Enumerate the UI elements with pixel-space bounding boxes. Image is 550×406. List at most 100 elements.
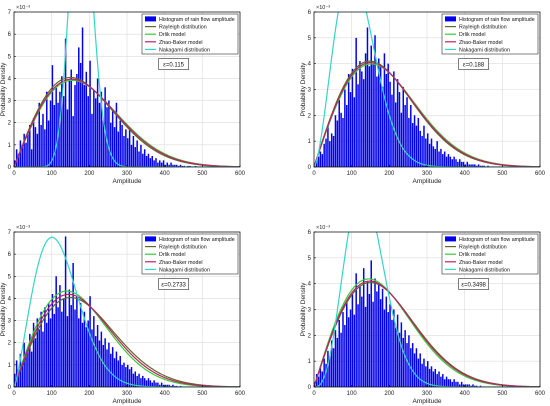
x-tick-label: 0 <box>312 171 316 177</box>
x-tick-label: 0 <box>312 391 316 397</box>
histogram-bar <box>457 381 459 387</box>
legend-entry-label: Rayleigh distribution <box>159 245 207 251</box>
histogram-bar <box>398 332 401 387</box>
histogram-bar <box>329 141 331 167</box>
annotation-box <box>458 278 489 290</box>
y-axis-label: Probability Density <box>0 282 7 337</box>
histogram-bar <box>470 164 472 167</box>
histogram-bar <box>442 374 444 387</box>
histogram-bar <box>372 63 374 167</box>
y-tick-label: 0 <box>8 165 12 171</box>
histogram-bar <box>406 343 408 387</box>
histogram-bar <box>147 153 150 167</box>
histogram-bar <box>477 164 480 167</box>
histogram-bar <box>464 384 467 387</box>
histogram-bar <box>159 384 161 387</box>
histogram-bar <box>353 314 356 387</box>
histogram-bar <box>447 379 450 387</box>
histogram-bar <box>160 162 163 167</box>
histogram-bar <box>362 268 365 387</box>
histogram-bar <box>376 291 378 387</box>
legend-box <box>441 13 539 55</box>
x-tick-label: 200 <box>384 391 395 397</box>
histogram-bar <box>376 76 378 167</box>
histogram-bar <box>361 296 363 387</box>
histogram-bar <box>61 76 63 167</box>
histogram-bar <box>29 124 31 167</box>
histogram-bar <box>87 320 89 387</box>
histogram-bar <box>432 146 435 167</box>
histogram-bar <box>53 105 56 167</box>
histogram-bar <box>472 384 474 387</box>
histogram-bar <box>68 289 71 387</box>
histogram-bar <box>123 362 125 387</box>
histogram-bar <box>111 109 114 167</box>
legend-entry-label: Drlik model <box>459 32 486 38</box>
histogram-bar <box>389 81 391 167</box>
histogram-bar <box>78 47 80 167</box>
histogram-bar <box>462 384 465 387</box>
y-tick-label: 4 <box>8 296 12 302</box>
histogram-bar <box>151 155 153 167</box>
histogram-bar <box>453 379 455 387</box>
histogram-bar <box>21 144 24 167</box>
histogram-bar <box>413 353 416 387</box>
histogram-bar <box>445 156 448 167</box>
histogram-bar <box>42 331 44 387</box>
histogram-bar <box>346 105 348 167</box>
histogram-bar <box>381 86 384 167</box>
legend-entry-label: Zhao-Baker model <box>459 260 503 266</box>
legend-entry-label: Drlik model <box>459 252 486 258</box>
x-tick-label: 200 <box>84 391 95 397</box>
histogram-bar <box>396 314 399 387</box>
histogram-bar <box>336 337 339 387</box>
histogram-bar <box>79 62 82 167</box>
annotation-box <box>158 278 189 290</box>
histogram-bar <box>396 79 399 167</box>
histogram-bar <box>147 378 150 387</box>
histogram-bar <box>104 87 106 167</box>
histogram-bar <box>15 149 18 167</box>
histogram-bar <box>357 84 359 167</box>
histogram-bar <box>93 89 95 167</box>
histogram-bar <box>421 136 423 167</box>
histogram-bar <box>434 148 437 167</box>
histogram-bar <box>479 385 482 387</box>
histogram-bar <box>62 96 65 167</box>
histogram-bar <box>47 120 50 167</box>
histogram-bar <box>319 151 322 167</box>
histogram-bar <box>472 164 474 167</box>
legend-entry-label: Drlik model <box>159 252 186 258</box>
histogram-bar <box>36 133 39 167</box>
histogram-bar <box>325 363 327 387</box>
histogram-bar <box>378 58 380 167</box>
histogram-bar <box>417 117 420 167</box>
histogram-bar <box>79 302 82 387</box>
histogram-bar <box>417 358 420 387</box>
histogram-bar <box>142 153 144 167</box>
histogram-bar <box>421 363 423 387</box>
histogram-bar <box>40 124 42 167</box>
histogram-bar <box>113 127 116 167</box>
histogram-bar <box>323 358 325 387</box>
y-tick-label: 7 <box>8 10 12 16</box>
histogram-bar <box>172 164 174 167</box>
histogram-bar <box>330 133 333 167</box>
histogram-bar <box>381 288 384 387</box>
x-tick-label: 600 <box>535 171 546 177</box>
legend-box <box>441 233 539 275</box>
legend-entry-label: Rayleigh distribution <box>459 245 507 251</box>
histogram-bar <box>130 144 133 167</box>
histogram-bar <box>445 376 448 387</box>
annotation-box <box>158 58 189 70</box>
histogram-bar <box>66 316 69 387</box>
histogram-bar <box>149 380 152 387</box>
histogram-bar <box>108 342 110 387</box>
histogram-bar <box>145 155 148 167</box>
histogram-bar <box>370 260 372 387</box>
histogram-bar <box>357 304 359 387</box>
histogram-bar <box>98 102 101 167</box>
histogram-bar <box>143 378 146 387</box>
legend-entry-label: Rayleigh distribution <box>459 25 507 31</box>
histogram-bar <box>38 329 40 387</box>
